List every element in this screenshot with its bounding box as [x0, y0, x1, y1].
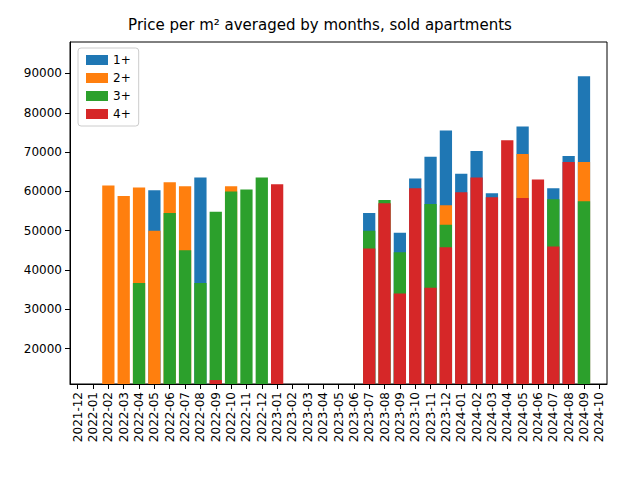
svg-text:2024-08: 2024-08 — [562, 392, 576, 442]
svg-text:2024-06: 2024-06 — [531, 392, 545, 442]
svg-text:3+: 3+ — [113, 89, 131, 103]
svg-text:2023-10: 2023-10 — [408, 392, 422, 442]
svg-text:2022-12: 2022-12 — [255, 392, 269, 442]
svg-text:2022-05: 2022-05 — [147, 392, 161, 442]
svg-text:2024-05: 2024-05 — [516, 392, 530, 442]
svg-text:2022-06: 2022-06 — [163, 392, 177, 442]
svg-text:30000: 30000 — [24, 302, 62, 316]
svg-text:2023-02: 2023-02 — [285, 392, 299, 442]
svg-text:1+: 1+ — [113, 53, 131, 67]
svg-text:2023-05: 2023-05 — [332, 392, 346, 442]
svg-text:2023-04: 2023-04 — [316, 392, 330, 442]
svg-text:4+: 4+ — [113, 107, 131, 121]
svg-text:Price per m² averaged by month: Price per m² averaged by months, sold ap… — [128, 16, 512, 34]
svg-text:90000: 90000 — [24, 66, 62, 80]
svg-text:2023-07: 2023-07 — [362, 392, 376, 442]
svg-text:2024-09: 2024-09 — [577, 392, 591, 442]
svg-text:2024-01: 2024-01 — [454, 392, 468, 442]
svg-text:2023-08: 2023-08 — [378, 392, 392, 442]
svg-text:2022-01: 2022-01 — [86, 392, 100, 442]
svg-text:2023-01: 2023-01 — [270, 392, 284, 442]
svg-text:2023-09: 2023-09 — [393, 392, 407, 442]
svg-text:60000: 60000 — [24, 184, 62, 198]
svg-text:2+: 2+ — [113, 71, 131, 85]
svg-text:2023-12: 2023-12 — [439, 392, 453, 442]
svg-text:50000: 50000 — [24, 224, 62, 238]
svg-text:2022-10: 2022-10 — [224, 392, 238, 442]
svg-text:2024-02: 2024-02 — [470, 392, 484, 442]
svg-text:20000: 20000 — [24, 342, 62, 356]
svg-text:2024-07: 2024-07 — [546, 392, 560, 442]
svg-text:2023-11: 2023-11 — [424, 392, 438, 442]
svg-text:2022-09: 2022-09 — [209, 392, 223, 442]
svg-text:80000: 80000 — [24, 106, 62, 120]
svg-text:2021-12: 2021-12 — [71, 392, 85, 442]
svg-text:2022-04: 2022-04 — [132, 392, 146, 442]
svg-text:2022-02: 2022-02 — [101, 392, 115, 442]
svg-text:2024-03: 2024-03 — [485, 392, 499, 442]
svg-text:2022-08: 2022-08 — [193, 392, 207, 442]
svg-text:2022-03: 2022-03 — [117, 392, 131, 442]
svg-text:70000: 70000 — [24, 145, 62, 159]
svg-text:2022-07: 2022-07 — [178, 392, 192, 442]
svg-text:2024-10: 2024-10 — [592, 392, 606, 442]
svg-text:2023-03: 2023-03 — [301, 392, 315, 442]
svg-text:2024-04: 2024-04 — [500, 392, 514, 442]
svg-text:40000: 40000 — [24, 263, 62, 277]
svg-text:2023-06: 2023-06 — [347, 392, 361, 442]
svg-text:2022-11: 2022-11 — [239, 392, 253, 442]
